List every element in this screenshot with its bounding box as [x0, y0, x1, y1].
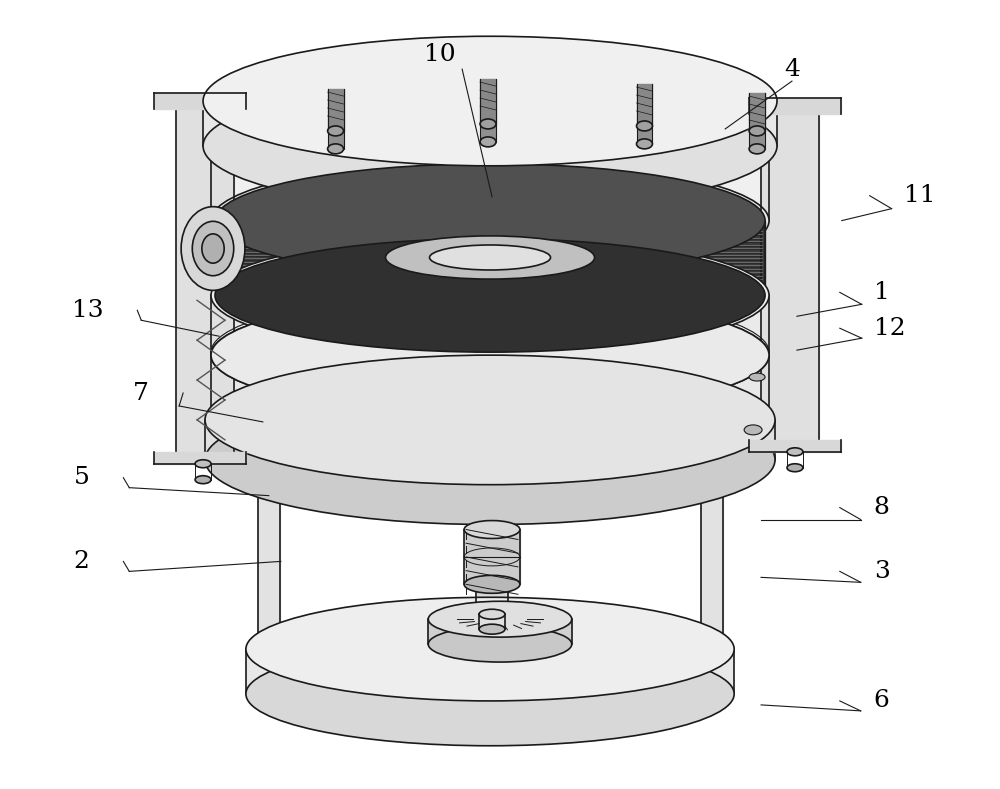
Ellipse shape	[258, 456, 280, 464]
Text: 10: 10	[424, 43, 456, 65]
Ellipse shape	[211, 236, 769, 355]
Ellipse shape	[701, 645, 723, 653]
Ellipse shape	[464, 521, 520, 538]
Ellipse shape	[480, 119, 496, 129]
Ellipse shape	[749, 126, 765, 136]
FancyBboxPatch shape	[428, 619, 572, 644]
Bar	[637, 126, 652, 144]
Ellipse shape	[787, 448, 803, 456]
Text: 13: 13	[72, 299, 103, 322]
Ellipse shape	[464, 575, 520, 593]
Ellipse shape	[203, 36, 777, 166]
Bar	[749, 131, 765, 149]
Ellipse shape	[192, 221, 234, 275]
Text: 4: 4	[784, 58, 800, 80]
Text: 2: 2	[74, 550, 89, 573]
Text: 3: 3	[874, 560, 890, 583]
Ellipse shape	[246, 642, 734, 746]
Ellipse shape	[211, 295, 769, 415]
Ellipse shape	[211, 161, 769, 280]
FancyBboxPatch shape	[203, 101, 777, 146]
Ellipse shape	[211, 295, 769, 415]
Text: 6: 6	[874, 690, 890, 712]
Ellipse shape	[258, 645, 280, 653]
Ellipse shape	[430, 245, 551, 270]
Ellipse shape	[456, 608, 544, 630]
Ellipse shape	[637, 121, 652, 131]
Ellipse shape	[202, 234, 224, 264]
Ellipse shape	[215, 164, 765, 278]
Ellipse shape	[749, 373, 765, 381]
Ellipse shape	[203, 81, 777, 211]
Ellipse shape	[744, 425, 762, 435]
Ellipse shape	[479, 624, 505, 634]
Ellipse shape	[480, 137, 496, 147]
Ellipse shape	[328, 144, 344, 154]
Ellipse shape	[787, 464, 803, 472]
Bar	[328, 131, 344, 149]
FancyBboxPatch shape	[205, 420, 775, 460]
Bar	[480, 124, 496, 142]
Ellipse shape	[181, 207, 245, 290]
Ellipse shape	[211, 360, 769, 480]
Ellipse shape	[328, 126, 344, 136]
Ellipse shape	[195, 476, 211, 484]
Ellipse shape	[246, 597, 734, 701]
FancyBboxPatch shape	[211, 146, 769, 221]
Text: 8: 8	[874, 496, 890, 519]
Ellipse shape	[205, 355, 775, 484]
Text: 7: 7	[133, 382, 149, 405]
Ellipse shape	[215, 238, 765, 352]
Ellipse shape	[749, 144, 765, 154]
Ellipse shape	[476, 390, 508, 402]
Ellipse shape	[386, 236, 595, 279]
Ellipse shape	[205, 395, 775, 525]
Ellipse shape	[428, 601, 572, 638]
Text: 12: 12	[874, 316, 905, 340]
FancyBboxPatch shape	[479, 614, 505, 629]
Text: 1: 1	[874, 281, 889, 304]
Ellipse shape	[428, 626, 572, 662]
Ellipse shape	[195, 460, 211, 468]
FancyBboxPatch shape	[246, 649, 734, 694]
FancyBboxPatch shape	[211, 295, 769, 355]
Text: 11: 11	[904, 184, 935, 208]
Ellipse shape	[701, 456, 723, 464]
Text: 5: 5	[74, 466, 89, 489]
Ellipse shape	[637, 139, 652, 149]
Ellipse shape	[211, 86, 769, 206]
FancyBboxPatch shape	[211, 355, 769, 420]
Ellipse shape	[479, 609, 505, 619]
